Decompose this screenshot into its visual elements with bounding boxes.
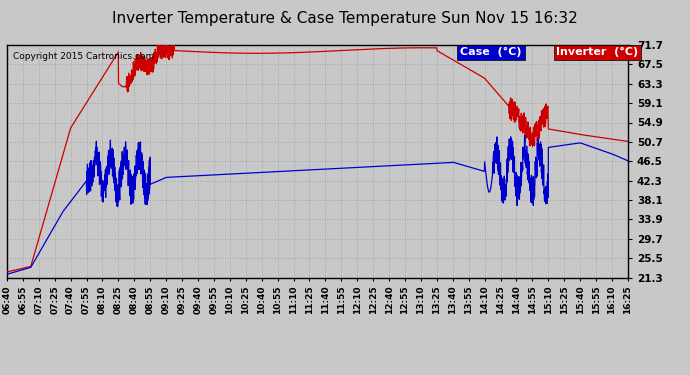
Text: Copyright 2015 Cartronics.com: Copyright 2015 Cartronics.com xyxy=(13,52,155,61)
Text: Case  (°C): Case (°C) xyxy=(460,47,522,57)
Text: Inverter  (°C): Inverter (°C) xyxy=(556,47,639,57)
Text: Inverter Temperature & Case Temperature Sun Nov 15 16:32: Inverter Temperature & Case Temperature … xyxy=(112,11,578,26)
